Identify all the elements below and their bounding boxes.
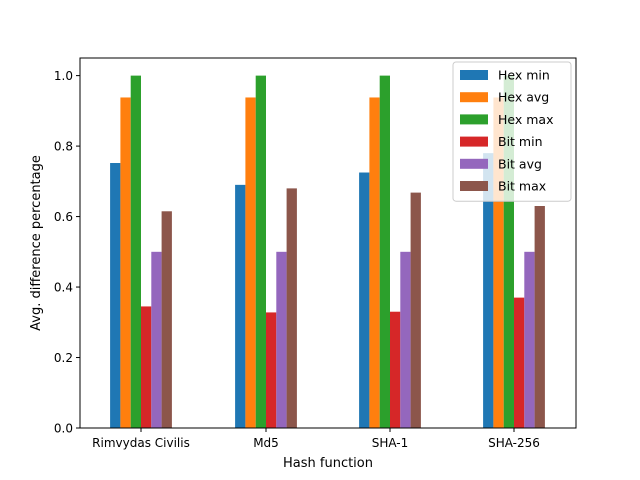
y-axis-label: Avg. difference percentage xyxy=(29,155,44,331)
plot-frame xyxy=(79,57,577,429)
bar-bit-max-1 xyxy=(286,188,297,428)
bar-bit-max-3 xyxy=(534,206,545,428)
bars-group xyxy=(110,75,545,429)
legend-label: Bit max xyxy=(498,179,546,194)
y-tick-label: 0.0 xyxy=(54,422,73,436)
bar-hex-max-1 xyxy=(255,75,266,429)
y-tick-label: 0.4 xyxy=(54,281,73,295)
bar-bit-avg-0 xyxy=(151,251,162,428)
y-tick-label: 0.8 xyxy=(54,140,73,154)
axes-group xyxy=(79,57,577,429)
y-axis-ticks: 0.0 0.2 0.4 0.6 0.8 1.0 xyxy=(54,69,80,436)
bar-hex-avg-0 xyxy=(120,97,131,428)
x-tick-label: SHA-256 xyxy=(488,436,540,450)
x-tick-label: Md5 xyxy=(253,436,279,450)
x-axis-ticks: Rimvydas Civilis Md5 SHA-1 SHA-256 xyxy=(92,428,540,450)
x-tick-label: Rimvydas Civilis xyxy=(92,436,190,450)
bar-hex-min-0 xyxy=(110,163,121,428)
x-axis-label: Hash function xyxy=(283,456,373,471)
bar-bit-min-3 xyxy=(514,297,525,428)
bar-hex-avg-3 xyxy=(493,97,504,428)
bar-hex-max-3 xyxy=(503,75,514,429)
bar-hex-max-2 xyxy=(379,75,390,429)
bar-bit-avg-3 xyxy=(524,251,535,428)
legend-swatch xyxy=(460,92,488,103)
legend-label: Hex min xyxy=(498,68,550,83)
bar-hex-avg-2 xyxy=(369,97,380,428)
bar-bit-min-2 xyxy=(390,311,401,428)
legend-swatch xyxy=(460,158,488,169)
y-tick-label: 0.6 xyxy=(54,210,73,224)
bar-hex-min-3 xyxy=(483,153,494,428)
bar-hex-max-0 xyxy=(130,75,141,429)
legend-swatch xyxy=(460,70,488,80)
legend-label: Hex max xyxy=(498,112,553,127)
legend-label: Bit avg xyxy=(498,156,542,171)
bar-bit-min-1 xyxy=(266,312,277,428)
bar-bit-min-0 xyxy=(141,306,152,428)
bar-bit-max-0 xyxy=(161,211,172,428)
x-tick-label: SHA-1 xyxy=(372,436,409,450)
legend-label: Hex avg xyxy=(498,90,549,105)
bar-hex-min-2 xyxy=(359,172,370,428)
bar-hex-min-1 xyxy=(235,184,246,428)
bar-bit-avg-1 xyxy=(276,251,287,428)
legend-swatch xyxy=(460,181,488,191)
legend-swatch xyxy=(460,136,488,147)
y-tick-label: 1.0 xyxy=(54,69,73,83)
y-tick-label: 0.2 xyxy=(54,351,73,365)
bar-bit-max-2 xyxy=(410,192,421,428)
legend-label: Bit min xyxy=(498,134,543,149)
legend-swatch xyxy=(460,114,488,125)
legend: Hex min Hex avg Hex max Bit min Bit avg Bit m… xyxy=(452,61,572,202)
bar-hex-avg-1 xyxy=(245,97,256,428)
bar-bit-avg-2 xyxy=(400,251,411,428)
